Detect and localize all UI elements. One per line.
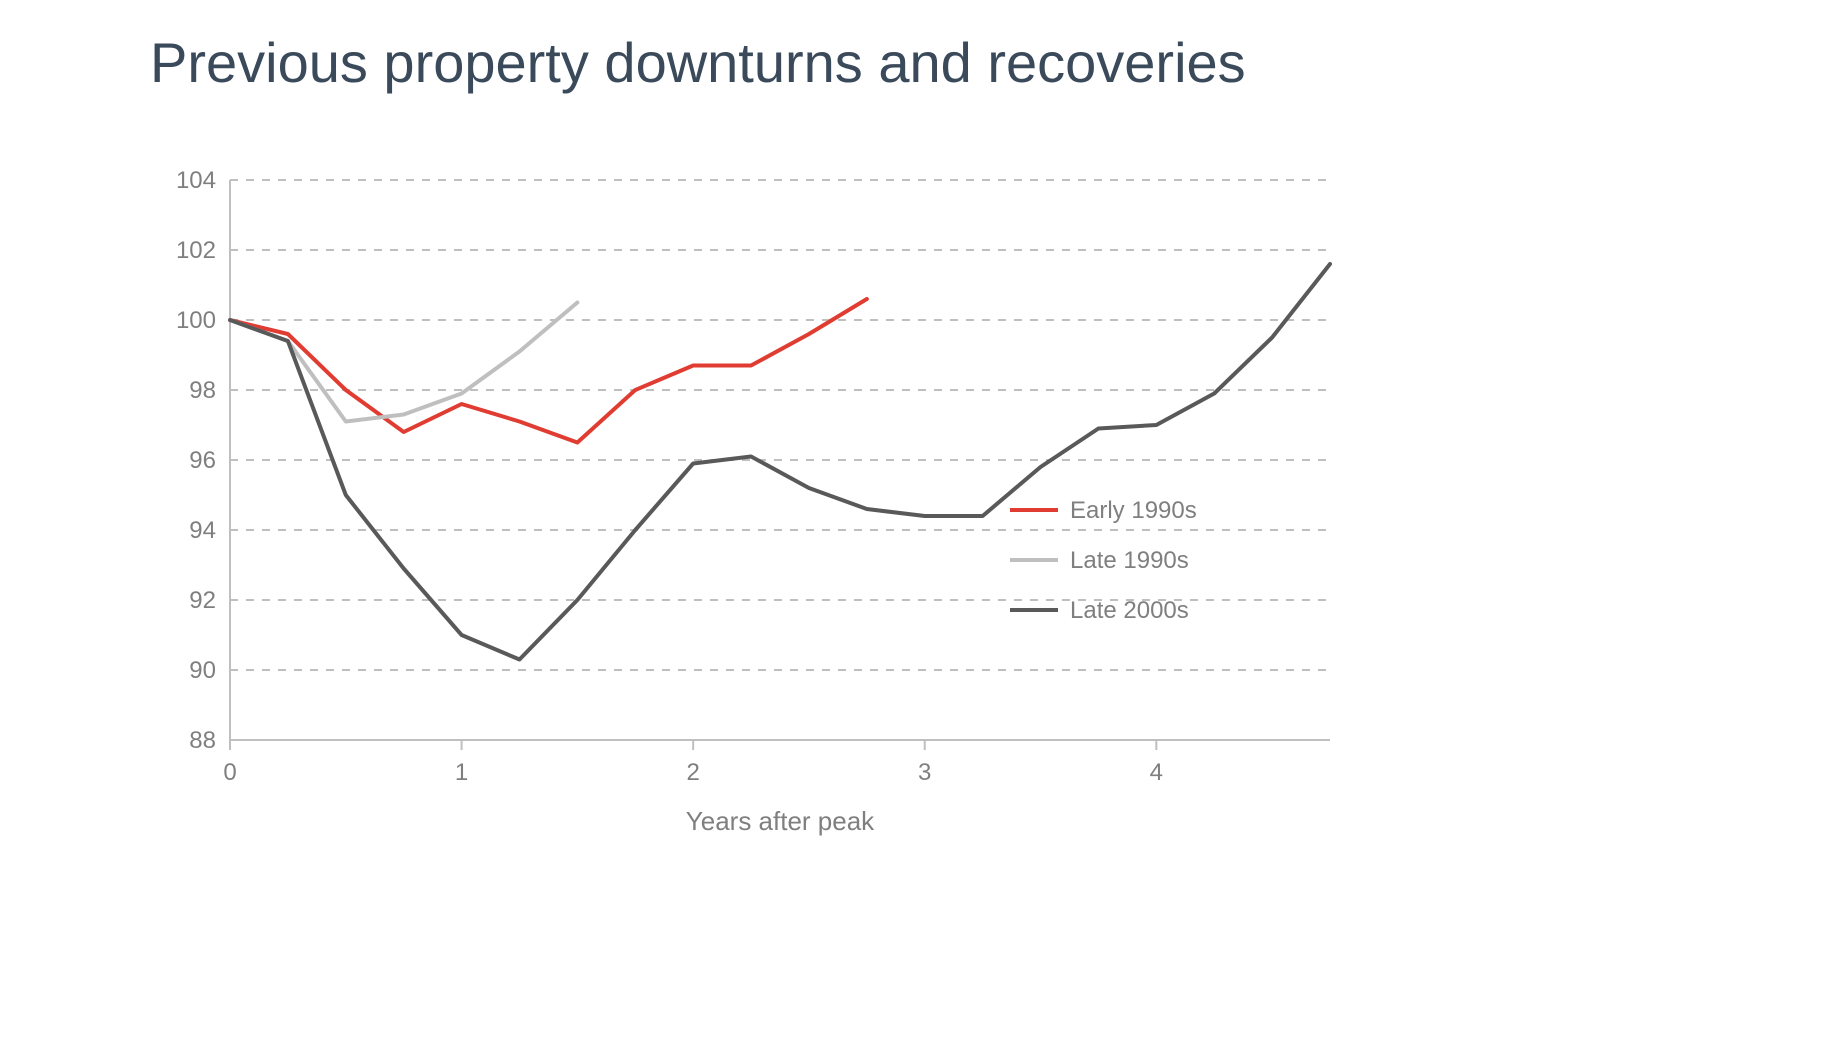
line-chart: 88 90 92 94 96 98 100 102 104 0 1 2 3 4 Years after pe… [150,160,1350,860]
x-axis-label: Years after peak [686,806,875,836]
ytick-label: 92 [189,587,216,614]
ytick-label: 96 [189,447,216,474]
xtick-label: 3 [918,759,931,786]
ytick-label: 94 [189,517,216,544]
xtick-label: 2 [686,759,699,786]
ytick-label: 88 [189,727,216,754]
xtick-label: 0 [223,759,236,786]
ytick-label: 102 [176,237,216,264]
xtick-label: 1 [455,759,468,786]
chart-title: Previous property downturns and recoveri… [150,30,1246,95]
xtick-label: 4 [1150,759,1163,786]
legend-label: Late 2000s [1070,597,1189,624]
page: Previous property downturns and recoveri… [0,0,1846,1058]
ytick-label: 100 [176,307,216,334]
legend-label: Late 1990s [1070,547,1189,574]
series-line [230,299,867,443]
ytick-label: 98 [189,377,216,404]
legend-label: Early 1990s [1070,497,1197,524]
ytick-label: 90 [189,657,216,684]
ytick-label: 104 [176,167,216,194]
